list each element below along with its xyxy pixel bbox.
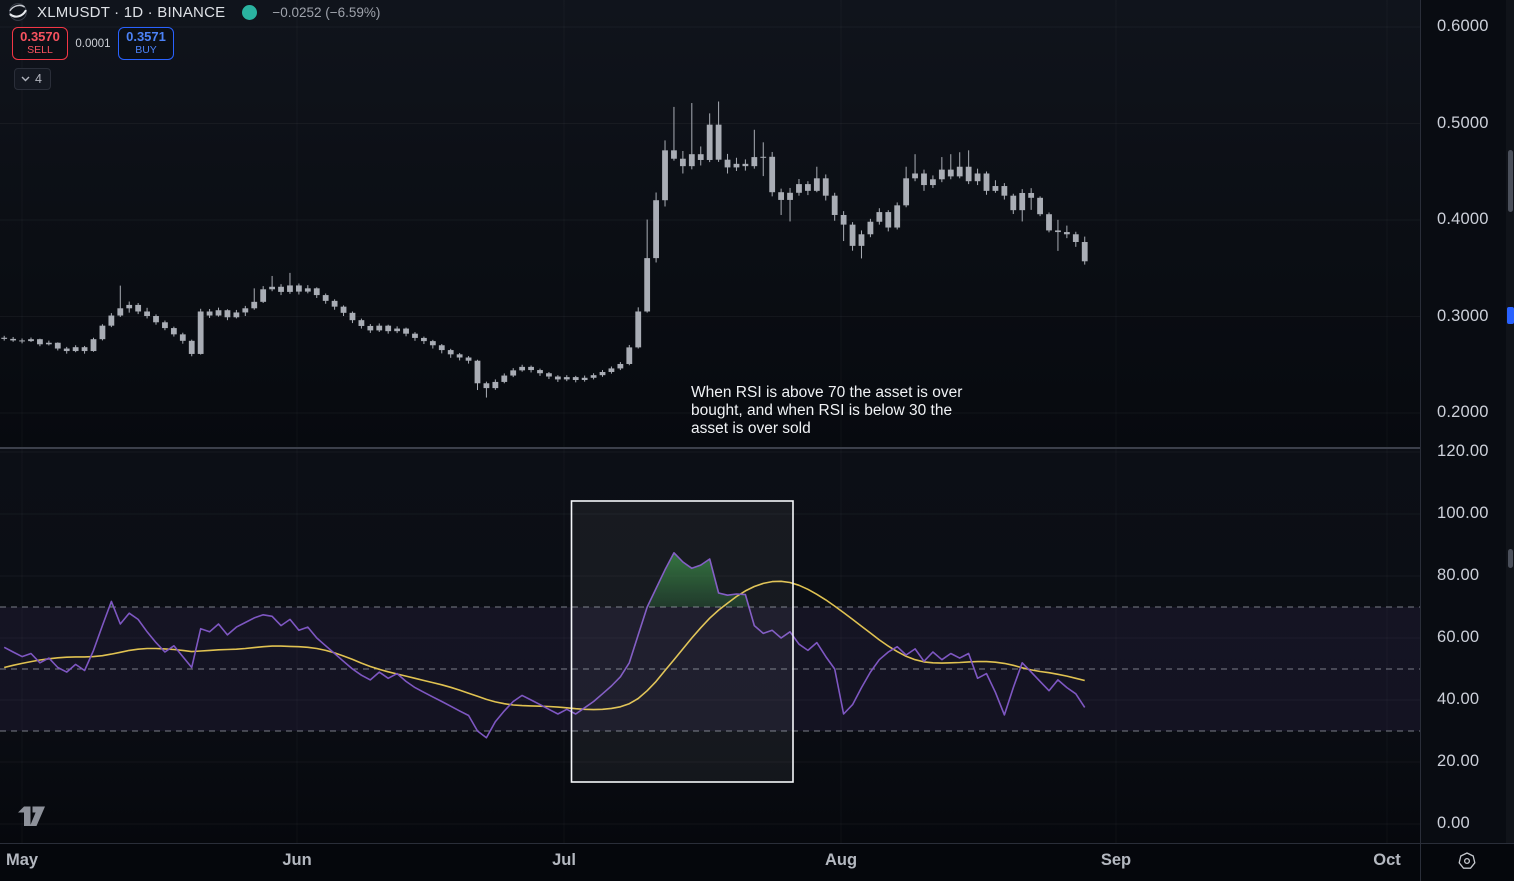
time-axis-label-sep: Sep	[1100, 851, 1132, 869]
chevron-down-icon	[21, 76, 30, 82]
buy-label: BUY	[135, 43, 157, 56]
right-scrollbar[interactable]	[1506, 0, 1514, 843]
sell-label: SELL	[27, 43, 53, 56]
rsi-axis-label: 120.00	[1437, 442, 1489, 460]
buy-button[interactable]: 0.3571 BUY	[118, 27, 174, 60]
rsi-axis-label: 80.00	[1437, 566, 1480, 584]
price-axis-label: 0.6000	[1437, 17, 1489, 35]
price-axis-label: 0.4000	[1437, 210, 1489, 228]
time-axis-label-jul: Jul	[552, 851, 576, 869]
rsi-overbought-fill	[647, 552, 749, 607]
pane-separator-handle[interactable]	[0, 447, 1420, 449]
interval-dropdown[interactable]: 4	[14, 68, 51, 90]
market-status-dot-icon[interactable]	[242, 4, 258, 20]
price-axis-label: 0.5000	[1437, 113, 1489, 132]
trade-panel: 0.3570 SELL 0.0001 0.3571 BUY	[12, 27, 174, 60]
symbol-header: XLMUSDT · 1D · BINANCE −0.0252 (−6.59%)	[8, 2, 380, 22]
tradingview-logo[interactable]	[17, 806, 46, 827]
time-axis-label-oct: Oct	[1373, 851, 1401, 869]
price-chart-pane[interactable]	[0, 0, 1420, 447]
timezone-settings-button[interactable]	[1452, 845, 1482, 877]
time-axis-label-jun: Jun	[282, 851, 312, 869]
annotation-text[interactable]: When RSI is above 70 the asset is over b…	[691, 384, 963, 438]
time-scale-axis[interactable]: May Jun Jul Aug Sep Oct	[0, 843, 1514, 881]
interval-count-label: 4	[35, 72, 42, 86]
candlestick-series	[1, 101, 1088, 398]
buy-price: 0.3571	[126, 29, 166, 45]
rsi-axis-label: 0.00	[1437, 814, 1470, 832]
last-price-scroll-marker	[1506, 307, 1514, 324]
time-axis-divider	[1420, 844, 1421, 881]
scrollbar-thumb[interactable]	[1507, 150, 1513, 212]
price-axis-label: 0.2000	[1437, 403, 1489, 421]
price-scale-axis[interactable]: 0.6000 0.5000 0.4000 0.3000 0.2000 120.00 100.…	[1420, 0, 1514, 843]
time-axis-label-may: May	[5, 851, 39, 869]
sell-button[interactable]: 0.3570 SELL	[12, 27, 68, 60]
sell-price: 0.3570	[20, 29, 60, 45]
symbol-title[interactable]: XLMUSDT · 1D · BINANCE	[37, 3, 226, 21]
rsi-axis-label: 40.00	[1437, 690, 1480, 708]
price-axis-label: 0.3000	[1437, 306, 1489, 325]
gear-icon	[1458, 852, 1476, 869]
rsi-line	[3, 552, 1086, 739]
rsi-axis-label: 100.00	[1437, 504, 1489, 522]
spread-value: 0.0001	[75, 37, 111, 50]
rsi-indicator-pane[interactable]	[0, 449, 1420, 843]
rsi-axis-label: 60.00	[1437, 628, 1480, 646]
annotation-rectangle[interactable]	[570, 500, 794, 783]
chart-canvas[interactable]	[0, 0, 1514, 843]
time-axis-label-aug: Aug	[824, 851, 858, 869]
symbol-change-value: −0.0252 (−6.59%)	[272, 4, 381, 20]
stellar-logo-icon	[9, 3, 27, 21]
scrollbar-thumb[interactable]	[1507, 549, 1513, 568]
rsi-axis-label: 20.00	[1437, 752, 1480, 770]
